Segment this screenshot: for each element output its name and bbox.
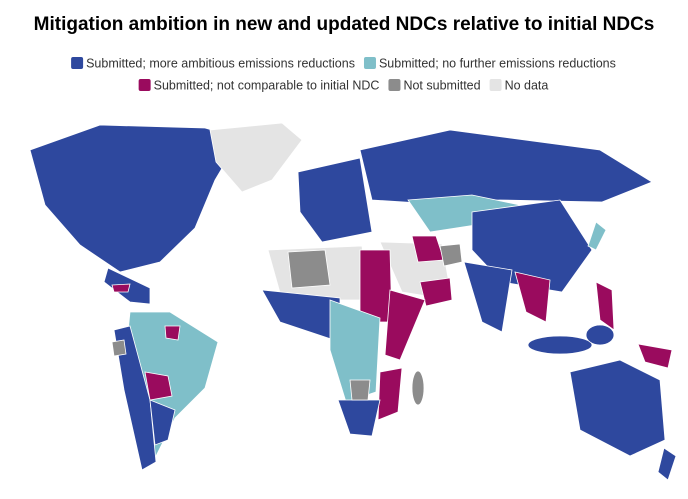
region bbox=[359, 129, 653, 204]
region bbox=[337, 399, 381, 437]
legend-swatch bbox=[138, 79, 151, 91]
region bbox=[287, 249, 331, 289]
region bbox=[29, 124, 241, 273]
region bbox=[585, 324, 615, 346]
legend-label: Submitted; more ambitious emissions redu… bbox=[86, 56, 355, 70]
region bbox=[411, 235, 445, 263]
legend-swatch bbox=[71, 57, 84, 69]
legend-label: No data bbox=[505, 78, 549, 92]
region bbox=[569, 359, 666, 457]
region bbox=[439, 243, 463, 267]
region bbox=[587, 221, 607, 251]
world-map bbox=[29, 122, 677, 481]
legend-swatch bbox=[489, 79, 502, 91]
region bbox=[261, 289, 341, 343]
region bbox=[377, 367, 403, 421]
region bbox=[514, 271, 551, 323]
region bbox=[419, 277, 453, 307]
region bbox=[359, 249, 393, 323]
region bbox=[164, 325, 181, 341]
legend-label: Submitted; not comparable to initial NDC bbox=[154, 78, 380, 92]
region bbox=[349, 379, 371, 401]
region bbox=[113, 325, 157, 471]
region bbox=[637, 343, 673, 369]
region bbox=[297, 157, 373, 243]
legend-swatch bbox=[363, 57, 376, 69]
map-title: Mitigation ambition in new and updated N… bbox=[34, 14, 655, 35]
region bbox=[463, 261, 513, 333]
legend: Submitted; more ambitious emissions redu… bbox=[71, 56, 616, 92]
region bbox=[595, 281, 615, 331]
region bbox=[527, 335, 593, 355]
region bbox=[144, 371, 173, 401]
region bbox=[411, 370, 425, 406]
legend-swatch bbox=[388, 79, 401, 91]
region bbox=[209, 122, 303, 193]
legend-label: Not submitted bbox=[403, 78, 480, 92]
region bbox=[384, 289, 426, 361]
legend-label: Submitted; no further emissions reductio… bbox=[379, 56, 616, 70]
region bbox=[657, 447, 677, 481]
region bbox=[111, 339, 127, 357]
region bbox=[111, 283, 131, 293]
region bbox=[149, 399, 176, 446]
